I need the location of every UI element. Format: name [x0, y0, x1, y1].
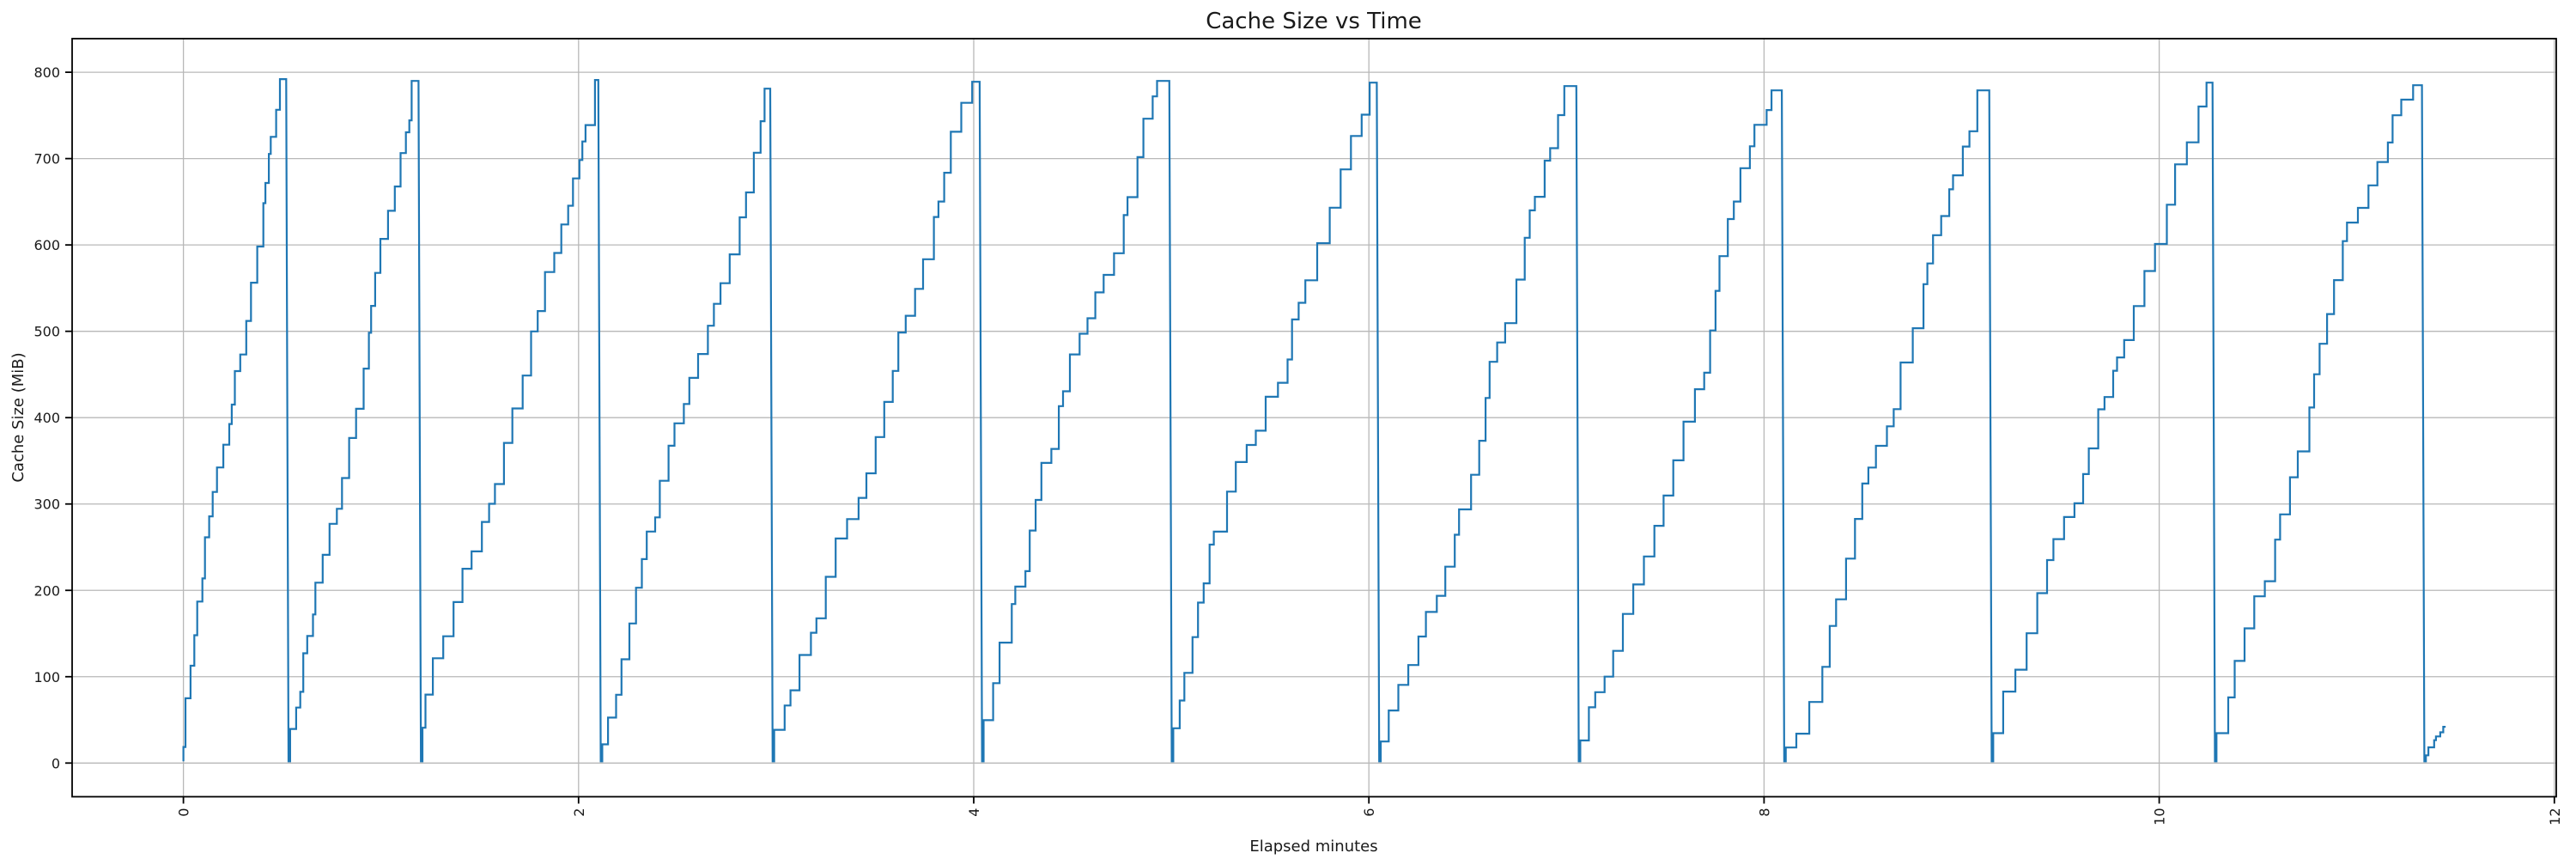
x-tick-label: 12: [2547, 808, 2563, 825]
plot-area-border: [71, 38, 2557, 798]
grid-layer: [72, 39, 2556, 797]
y-axis-label: Cache Size (MiB): [9, 352, 27, 482]
tick-layer: 0 2 4 6 8 10 12 0 100 200 300 400 500 600 700 800: [33, 64, 2562, 825]
x-tick-label: 10: [2152, 808, 2168, 825]
x-tick-label: 0: [176, 808, 192, 817]
x-tick-label: 6: [1361, 808, 1377, 817]
y-tick-label: 300: [33, 497, 60, 513]
y-tick-label: 0: [52, 755, 60, 771]
x-tick-label: 8: [1756, 808, 1772, 817]
x-axis-label: Elapsed minutes: [1249, 838, 1377, 856]
y-tick-label: 100: [33, 669, 60, 685]
y-tick-label: 800: [33, 64, 60, 81]
x-tick-label: 2: [571, 808, 587, 817]
chart-title: Cache Size vs Time: [1206, 9, 1422, 34]
data-layer: [182, 78, 2446, 763]
cache-size-line: [182, 78, 2446, 763]
y-tick-label: 500: [33, 324, 60, 340]
y-tick-label: 400: [33, 410, 60, 426]
y-tick-label: 200: [33, 582, 60, 599]
x-tick-label: 4: [966, 808, 982, 817]
y-tick-label: 700: [33, 151, 60, 168]
y-tick-label: 600: [33, 237, 60, 253]
